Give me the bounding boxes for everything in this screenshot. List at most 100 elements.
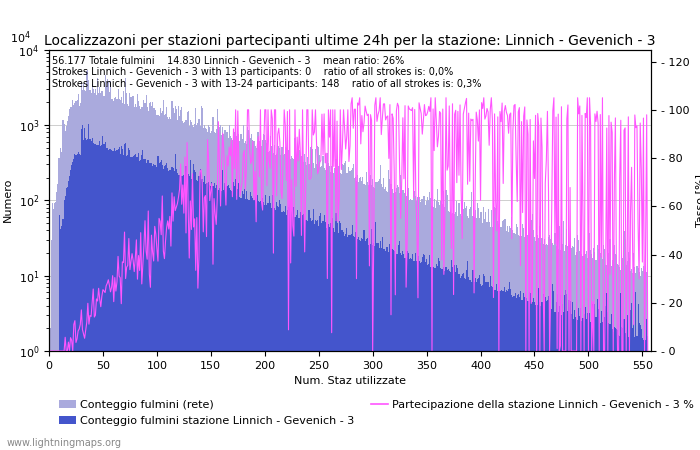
Bar: [427, 265, 428, 450]
Bar: [181, 176, 182, 450]
Bar: [257, 132, 258, 450]
Bar: [149, 163, 150, 450]
Bar: [142, 107, 144, 450]
Bar: [365, 172, 367, 450]
Bar: [217, 109, 218, 450]
Bar: [631, 303, 632, 450]
Bar: [453, 274, 454, 450]
Bar: [468, 277, 469, 450]
Bar: [610, 314, 612, 450]
Bar: [193, 126, 194, 450]
Bar: [132, 95, 134, 450]
Bar: [582, 256, 584, 450]
Bar: [587, 312, 588, 450]
Bar: [141, 107, 142, 450]
Bar: [214, 183, 215, 450]
Bar: [456, 265, 457, 450]
Bar: [400, 176, 401, 450]
Bar: [369, 238, 370, 450]
Bar: [315, 220, 316, 450]
Text: 56.177 Totale fulmini    14.830 Linnich - Gevenich - 3    mean ratio: 26%
Stroke: 56.177 Totale fulmini 14.830 Linnich - G…: [52, 55, 482, 89]
Bar: [188, 175, 189, 450]
Bar: [71, 165, 72, 450]
Bar: [316, 164, 317, 450]
Bar: [492, 226, 493, 450]
Bar: [186, 120, 187, 450]
Bar: [519, 297, 520, 450]
Bar: [502, 221, 503, 450]
Bar: [95, 144, 96, 450]
Bar: [634, 338, 636, 450]
Bar: [471, 282, 472, 450]
Bar: [438, 202, 439, 450]
Bar: [256, 148, 257, 450]
Bar: [74, 103, 76, 450]
Bar: [150, 163, 151, 450]
Bar: [191, 122, 192, 450]
Bar: [514, 292, 516, 450]
Title: Localizzazoni per stazioni partecipanti ultime 24h per la stazione: Linnich - Ge: Localizzazoni per stazioni partecipanti …: [44, 34, 656, 48]
Bar: [303, 162, 304, 450]
Bar: [632, 328, 634, 450]
Bar: [449, 270, 450, 450]
Bar: [359, 178, 360, 450]
Bar: [494, 290, 495, 450]
Bar: [574, 310, 575, 450]
Bar: [110, 81, 111, 450]
Bar: [140, 160, 141, 450]
Bar: [584, 306, 586, 450]
Bar: [263, 202, 264, 450]
Bar: [445, 267, 447, 450]
Bar: [231, 139, 232, 450]
Bar: [568, 244, 570, 450]
Bar: [188, 111, 189, 450]
Bar: [209, 127, 210, 450]
Bar: [187, 178, 188, 450]
Bar: [330, 172, 331, 450]
Bar: [510, 289, 511, 450]
Bar: [549, 235, 550, 450]
Bar: [204, 176, 205, 450]
Bar: [632, 273, 634, 450]
Bar: [624, 333, 626, 450]
Bar: [409, 200, 410, 450]
Bar: [90, 93, 92, 450]
Bar: [220, 125, 221, 450]
Bar: [259, 202, 260, 450]
Bar: [565, 245, 566, 450]
Bar: [496, 284, 497, 450]
Bar: [535, 241, 536, 450]
Bar: [112, 151, 113, 450]
Bar: [550, 239, 551, 450]
Bar: [521, 237, 522, 450]
Bar: [397, 185, 398, 450]
Bar: [69, 176, 70, 450]
Bar: [259, 141, 260, 450]
Bar: [215, 134, 216, 450]
Bar: [137, 157, 138, 450]
Bar: [539, 226, 540, 450]
Bar: [236, 196, 237, 450]
Bar: [519, 236, 520, 450]
Bar: [475, 278, 476, 450]
Bar: [357, 175, 358, 450]
Bar: [56, 192, 57, 450]
Bar: [518, 235, 519, 450]
Bar: [622, 328, 624, 450]
Bar: [85, 138, 86, 450]
Bar: [175, 154, 176, 450]
Bar: [245, 199, 246, 450]
Bar: [381, 248, 382, 450]
Bar: [456, 201, 457, 450]
Bar: [402, 190, 403, 450]
Bar: [372, 245, 373, 450]
Bar: [495, 207, 496, 450]
Bar: [120, 145, 122, 450]
Bar: [646, 319, 648, 450]
Bar: [258, 201, 259, 450]
Bar: [442, 204, 443, 450]
Bar: [164, 166, 165, 450]
Bar: [279, 148, 281, 450]
Bar: [314, 224, 315, 450]
Bar: [401, 186, 402, 450]
